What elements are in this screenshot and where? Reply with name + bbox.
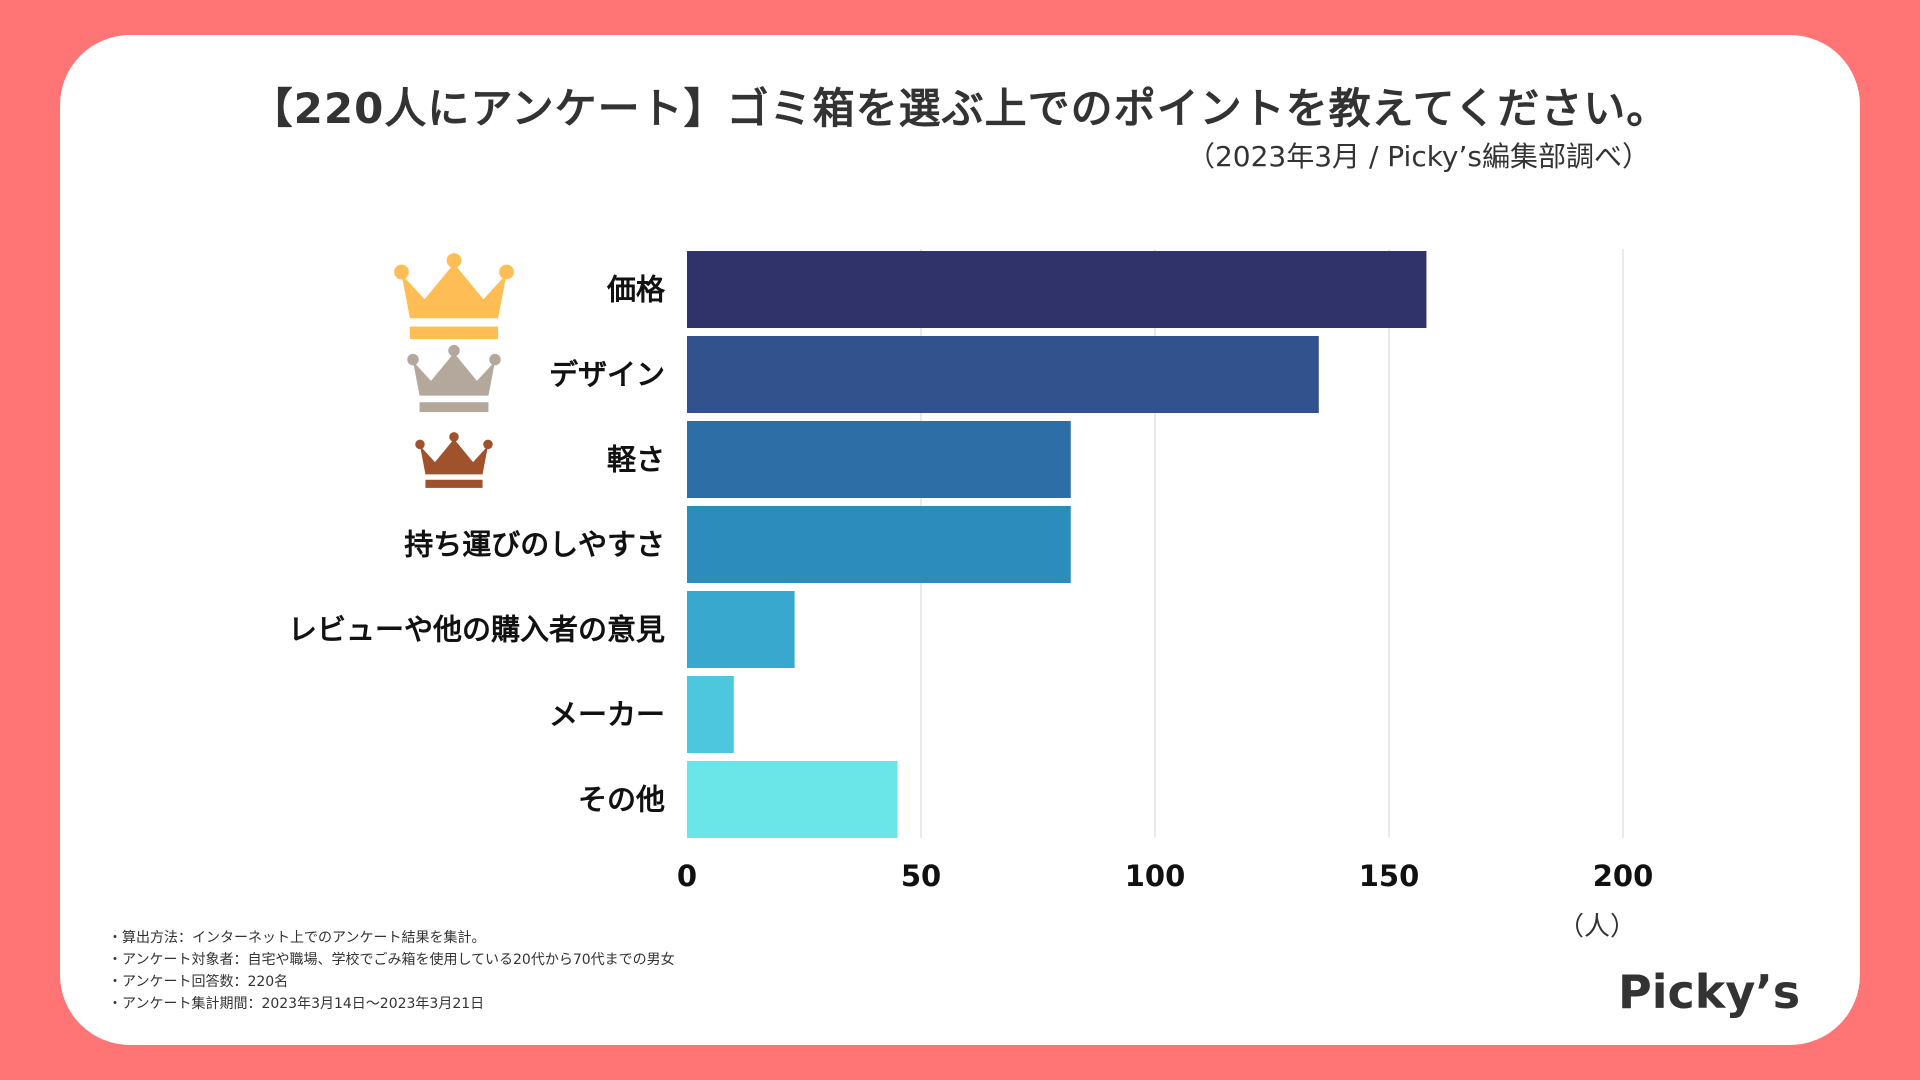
bar-5 <box>687 591 795 668</box>
note-method: ・算出方法：インターネット上でのアンケート結果を集計。 <box>108 930 486 946</box>
note-count: ・アンケート回答数：220名 <box>108 974 289 990</box>
x-tick-label: 50 <box>901 859 941 893</box>
category-label: レビューや他の購入者の意見 <box>288 613 665 647</box>
chart-card: 【220人にアンケート】ゴミ箱を選ぶ上でのポイントを教えてください。 （2023… <box>60 35 1860 1045</box>
bar-7 <box>687 761 898 838</box>
x-axis-unit-label: （人） <box>1558 912 1636 942</box>
bar-3 <box>687 421 1071 498</box>
chart-title: 【220人にアンケート】ゴミ箱を選ぶ上でのポイントを教えてください。 <box>250 84 1670 133</box>
category-label: 価格 <box>606 273 666 307</box>
category-label: メーカー <box>549 698 665 732</box>
ranking-crowns <box>394 253 514 488</box>
bar-4 <box>687 506 1071 583</box>
x-axis-ticks: 0 50 100 150 200 <box>677 859 1653 893</box>
bar-6 <box>687 676 734 753</box>
x-tick-label: 150 <box>1359 859 1420 893</box>
silver-crown-icon <box>407 344 501 413</box>
category-label: デザイン <box>549 358 665 392</box>
bar-2 <box>687 336 1319 413</box>
picky-s-logo: Picky’s <box>1618 965 1801 1019</box>
x-tick-label: 100 <box>1125 859 1186 893</box>
note-period: ・アンケート集計期間：2023年3月14日〜2023年3月21日 <box>108 996 485 1012</box>
category-label: その他 <box>578 783 665 817</box>
category-label: 持ち運びのしやすさ <box>404 528 665 562</box>
bar-1 <box>687 251 1427 328</box>
x-tick-label: 200 <box>1593 859 1654 893</box>
category-label: 軽さ <box>607 443 665 477</box>
bars <box>687 251 1427 838</box>
note-target: ・アンケート対象者：自宅や職場、学校でごみ箱を使用している20代から70代までの… <box>108 952 675 968</box>
x-tick-label: 0 <box>677 859 697 893</box>
bronze-crown-icon <box>415 432 493 488</box>
chart-subtitle: （2023年3月 / Picky’s編集部調べ） <box>1186 140 1650 173</box>
survey-notes: ・算出方法：インターネット上でのアンケート結果を集計。 ・アンケート対象者：自宅… <box>108 927 675 1015</box>
gold-crown-icon <box>394 253 514 340</box>
